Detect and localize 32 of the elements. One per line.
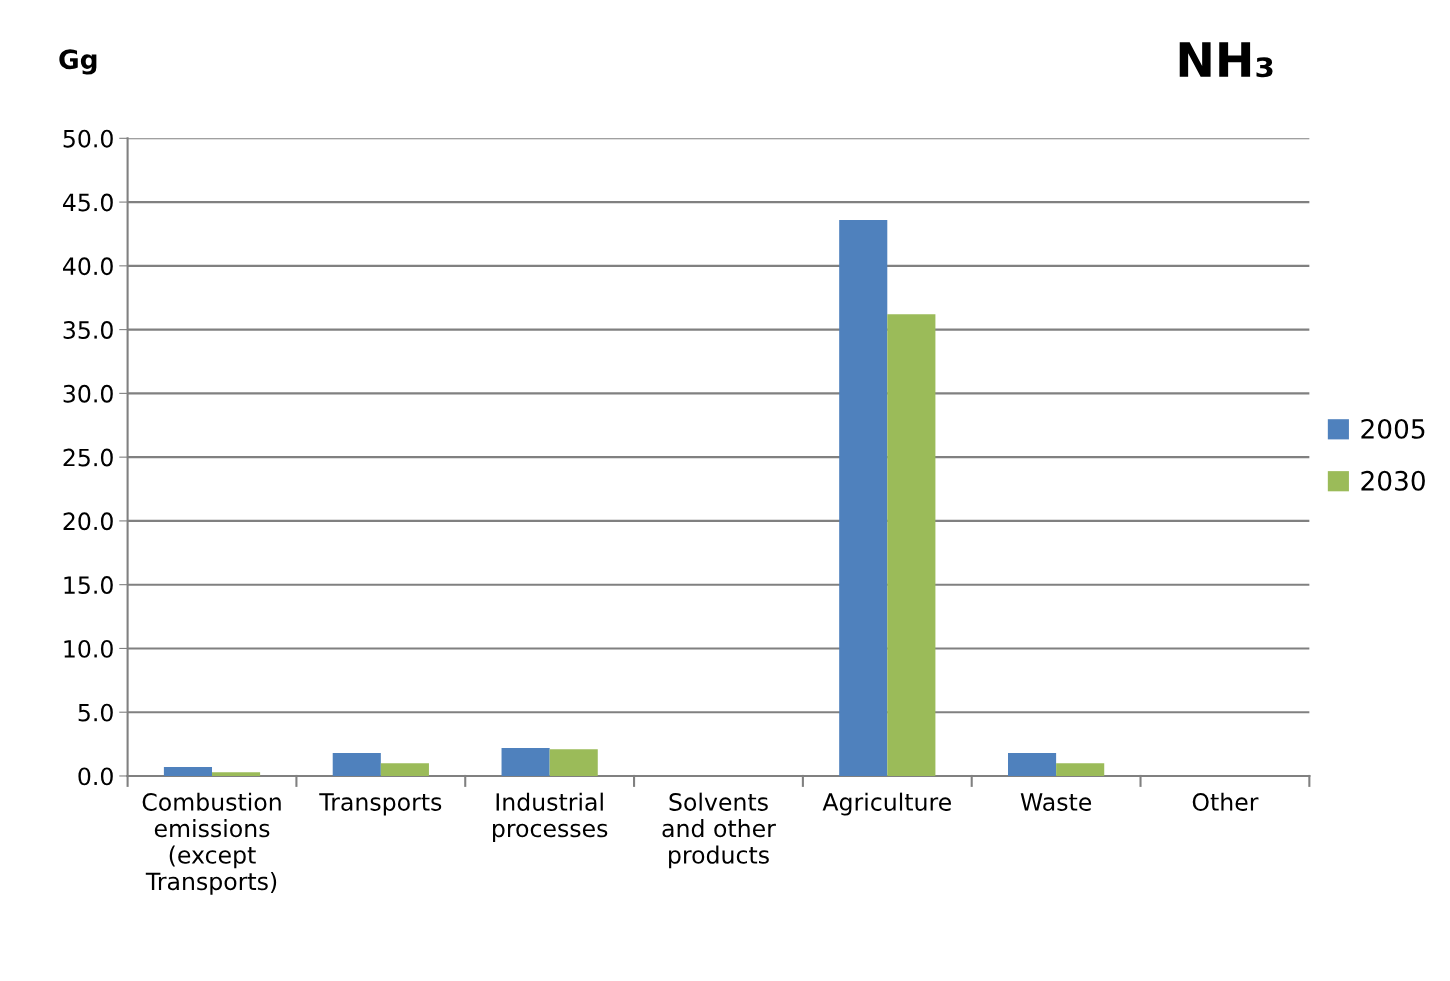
y-tick-label: 45.0 <box>62 193 113 212</box>
y-tick-label: 50.0 <box>63 129 113 148</box>
y-tick-label: 35.0 <box>63 321 113 339</box>
bar <box>887 314 936 776</box>
legend-label: 2030 <box>1361 470 1425 491</box>
y-tick-label: 40.0 <box>62 257 113 276</box>
bar <box>501 747 550 776</box>
y-tick-label: 5.0 <box>78 703 113 722</box>
x-tick-label: Other <box>1192 792 1259 811</box>
legend-label: 2005 <box>1361 418 1425 439</box>
y-tick-label: 20.0 <box>63 512 113 531</box>
bar <box>549 749 598 776</box>
y-tick-label: 25.0 <box>63 448 113 467</box>
bar <box>1008 753 1057 776</box>
x-tick-label: Waste <box>1020 793 1092 811</box>
y-tick-label: 10.0 <box>64 639 113 658</box>
x-tick-label: Transports <box>319 793 442 816</box>
bar <box>163 767 213 776</box>
y-tick-label: 0.0 <box>78 767 113 786</box>
x-tick-label: Agriculture <box>822 792 951 816</box>
y-tick-label: 30.0 <box>63 384 113 403</box>
bar <box>332 753 381 776</box>
x-tick-label: Combustion emissions (except Transports) <box>142 792 281 895</box>
x-tick-label: Solvents and other products <box>662 792 776 869</box>
bar <box>380 763 429 776</box>
y-axis-title: Gg <box>59 49 97 75</box>
x-tick-label: Industrial processes <box>493 792 608 842</box>
bar <box>839 219 888 776</box>
y-tick-label: 15.0 <box>64 576 113 594</box>
bar <box>1056 763 1105 776</box>
chart-title: NH₃ <box>1179 42 1273 78</box>
bar <box>212 772 261 776</box>
